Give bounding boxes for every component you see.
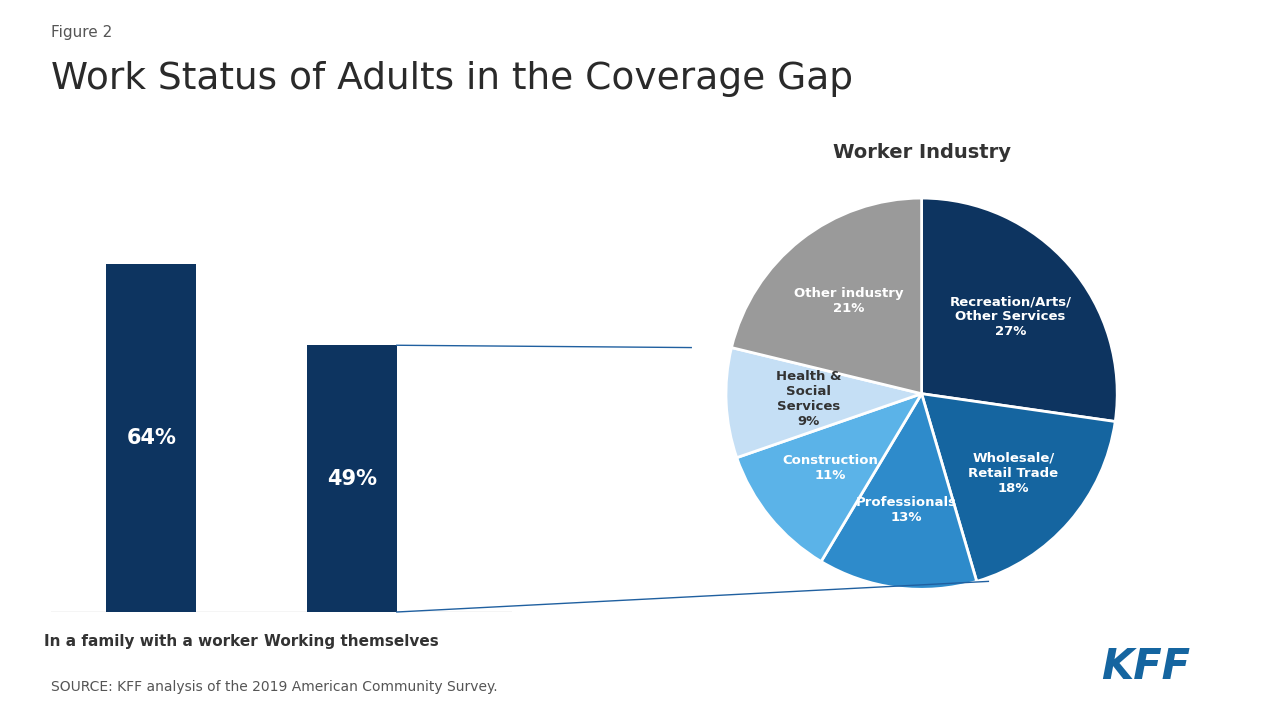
Wedge shape <box>737 394 922 562</box>
Text: Working themselves: Working themselves <box>265 634 439 649</box>
Text: Work Status of Adults in the Coverage Gap: Work Status of Adults in the Coverage Ga… <box>51 61 854 97</box>
Wedge shape <box>922 394 1115 581</box>
Text: 49%: 49% <box>326 469 376 489</box>
Text: Health &
Social
Services
9%: Health & Social Services 9% <box>776 370 841 428</box>
Text: Other industry
21%: Other industry 21% <box>795 287 904 315</box>
Text: KFF: KFF <box>1101 646 1190 688</box>
Text: Recreation/Arts/
Other Services
27%: Recreation/Arts/ Other Services 27% <box>950 295 1071 338</box>
Bar <box>307 346 397 612</box>
Text: Professionals
13%: Professionals 13% <box>856 496 957 524</box>
Wedge shape <box>820 394 977 589</box>
Bar <box>106 264 196 612</box>
Text: Construction
11%: Construction 11% <box>782 454 878 482</box>
Text: Figure 2: Figure 2 <box>51 25 113 40</box>
Wedge shape <box>726 348 922 458</box>
Text: 64%: 64% <box>127 428 177 448</box>
Text: SOURCE: KFF analysis of the 2019 American Community Survey.: SOURCE: KFF analysis of the 2019 America… <box>51 680 498 694</box>
Wedge shape <box>731 198 922 394</box>
Text: Wholesale/
Retail Trade
18%: Wholesale/ Retail Trade 18% <box>968 451 1059 495</box>
Wedge shape <box>922 198 1117 421</box>
Text: Worker Industry: Worker Industry <box>832 143 1011 162</box>
Text: In a family with a worker: In a family with a worker <box>45 634 259 649</box>
